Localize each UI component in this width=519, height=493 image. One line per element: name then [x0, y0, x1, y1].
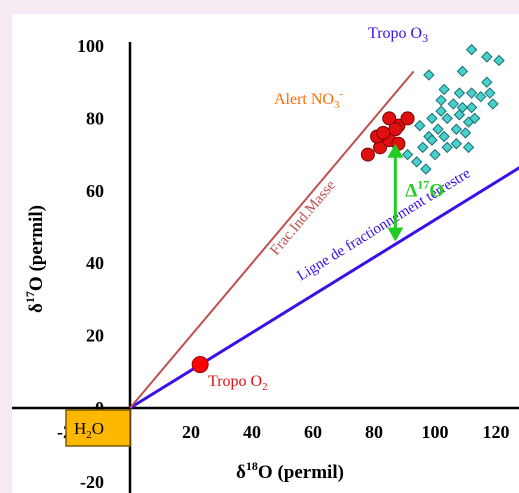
data-point-o3: [410, 156, 423, 168]
y-tick-label: 100: [77, 36, 104, 56]
h2o-box: [65, 409, 131, 447]
x-axis-title: δ18O (permil): [236, 459, 344, 483]
data-point-o3: [417, 141, 429, 154]
data-point-o3: [450, 123, 463, 135]
x-tick-label: 60: [304, 422, 322, 442]
label-tropo-o3: Tropo O3: [368, 25, 428, 45]
data-point-o3: [487, 98, 499, 110]
data-point-o3: [475, 90, 487, 103]
data-point-o3: [435, 105, 447, 117]
data-point-o3: [414, 119, 426, 132]
y-tick-label: 0: [95, 398, 104, 418]
data-point-o3: [438, 130, 450, 143]
data-point-o3: [441, 141, 453, 154]
delta17-arrow: [387, 143, 404, 242]
x-tick-label: 20: [182, 422, 200, 442]
label-delta17: Δ17O: [405, 178, 444, 202]
data-point-no3: [388, 122, 403, 137]
data-point-o3: [429, 148, 441, 161]
data-point-o3: [465, 43, 478, 56]
delta17-arrow-head-up: [387, 143, 404, 158]
label-h2o: H2O: [74, 419, 104, 441]
y-axis-title: δ17O (permil): [23, 205, 47, 313]
data-point-o3: [438, 83, 450, 96]
y-tick-label: 60: [86, 181, 104, 201]
label-alert-no3: Alert NO3-: [274, 88, 343, 111]
label-mass-independent-line: Frac.Ind.Masse: [267, 177, 339, 258]
x-tick-label: 120: [483, 422, 510, 442]
data-point-o3: [468, 112, 481, 125]
data-point-o3: [456, 65, 469, 78]
series-alert-no3: [360, 111, 415, 162]
data-point-o3: [447, 98, 460, 110]
data-point-no3: [376, 125, 391, 140]
y-tick-label: 40: [86, 253, 104, 273]
data-point-o2: [191, 356, 209, 374]
data-point-o3: [426, 112, 438, 125]
series-tropo-o2: [191, 356, 209, 374]
series-tropo-o3: [401, 43, 505, 175]
data-point-no3: [382, 111, 397, 126]
data-point-o3: [462, 141, 475, 154]
x-tick-label: 40: [243, 422, 261, 442]
data-point-no3: [360, 147, 375, 162]
data-point-o3: [456, 101, 469, 114]
data-point-o3: [481, 76, 493, 88]
data-point-o3: [459, 127, 472, 139]
data-point-o3: [465, 87, 478, 99]
y-tick-label: 80: [86, 108, 104, 128]
data-point-o3: [484, 87, 496, 99]
y-tick-label: 20: [86, 326, 104, 346]
y-tick-label: -20: [80, 472, 104, 492]
data-point-o3: [420, 163, 432, 175]
data-point-o3: [465, 101, 478, 114]
data-point-o3: [453, 87, 466, 99]
fractionation-line-mass-independent: [129, 70, 415, 409]
data-point-o3: [441, 112, 453, 125]
data-point-o3: [493, 54, 505, 67]
x-tick-label: 100: [422, 422, 449, 442]
data-point-no3: [400, 111, 415, 126]
data-point-o3: [423, 69, 435, 81]
data-point-o3: [401, 148, 414, 161]
delta17-arrow-head-down: [387, 227, 404, 242]
data-point-o3: [426, 134, 438, 146]
label-tropo-o2: Tropo O2: [208, 373, 268, 393]
data-point-o3: [435, 94, 447, 107]
data-point-o3: [481, 51, 493, 63]
data-point-o3: [450, 138, 463, 150]
data-point-o3: [432, 123, 444, 135]
x-tick-label: 80: [365, 422, 383, 442]
